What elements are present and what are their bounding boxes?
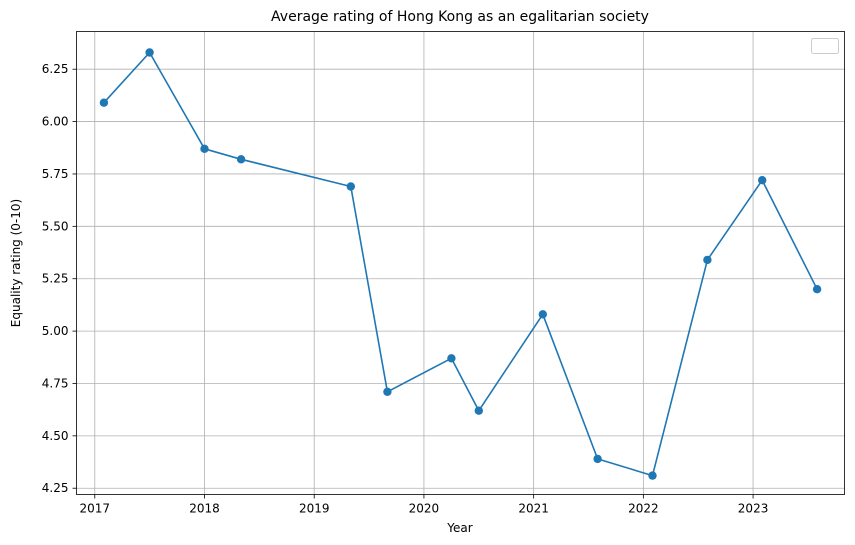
y-tick-label: 5.50 — [42, 219, 69, 233]
data-point — [99, 98, 109, 107]
y-tick-label: 6.25 — [42, 62, 69, 76]
x-tick-label: 2022 — [628, 502, 659, 516]
data-point — [593, 454, 602, 464]
y-tick-label: 5.25 — [42, 272, 69, 286]
data-point — [648, 471, 657, 480]
y-tick-label: 5.00 — [42, 324, 69, 338]
plot-frame — [76, 31, 845, 495]
x-tick-label: 2019 — [299, 502, 330, 516]
x-tick-label: 2018 — [189, 502, 220, 516]
data-point — [703, 255, 712, 265]
y-tick-label: 4.25 — [42, 481, 69, 495]
data-series — [99, 48, 822, 480]
series-line — [103, 51, 818, 477]
y-tick-label: 6.00 — [42, 115, 69, 129]
x-tick-label: 2020 — [409, 502, 440, 516]
data-point — [538, 310, 547, 319]
y-axis-title: Equality rating (0-10) — [9, 199, 23, 327]
y-tick-label: 4.75 — [42, 376, 69, 390]
data-point — [236, 155, 246, 164]
data-point — [812, 285, 822, 294]
x-tick-label: 2021 — [518, 502, 549, 516]
data-point — [447, 354, 456, 363]
data-point — [200, 144, 209, 153]
data-point — [758, 176, 767, 185]
legend-box — [811, 38, 839, 54]
data-point — [145, 48, 154, 57]
x-axis-title: Year — [446, 521, 472, 535]
y-tick-label: 5.75 — [42, 167, 69, 181]
x-tick-label: 2017 — [80, 502, 111, 516]
data-point — [346, 182, 355, 191]
data-point — [474, 406, 483, 415]
axis-ticks: 2017 2018 2019 2020 2021 2022 2023 4.25 4.50 4.75… — [42, 62, 769, 515]
data-point — [383, 387, 392, 396]
y-tick-label: 4.50 — [42, 429, 69, 443]
chart-title: Average rating of Hong Kong as an egalit… — [271, 9, 649, 25]
grid-lines — [76, 31, 845, 495]
legend — [811, 38, 839, 54]
x-tick-label: 2023 — [738, 502, 769, 516]
